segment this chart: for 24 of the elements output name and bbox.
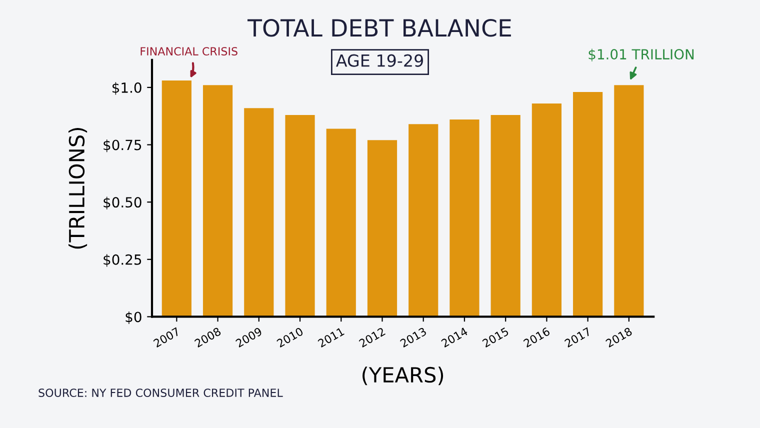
source-note: SOURCE: NY FED CONSUMER CREDIT PANEL [38,388,283,397]
x-axis-title: (YEARS) [362,366,444,386]
bar [490,114,520,317]
annotation: $1.01 TRILLION [588,48,694,62]
bar [326,128,356,317]
bar [244,108,274,317]
y-tick-label: $0.25 [104,254,142,267]
bar [367,140,398,317]
chart-title: TOTAL DEBT BALANCE [247,18,511,37]
bar [450,120,480,317]
y-tick-label: $1.0 [112,82,142,95]
chart-subtitle: AGE 19-29 [336,54,423,67]
y-tick-label: $0 [126,311,142,324]
annotation: FINANCIAL CRISIS [140,47,238,56]
y-axis-title: (TRILLIONS) [68,128,88,249]
bar [408,124,438,317]
bar [202,85,233,317]
bar [573,92,603,317]
bar [614,85,644,317]
bar [285,114,315,317]
bar [532,103,562,317]
y-tick-label: $0.75 [104,139,142,152]
y-tick-label: $0.50 [104,196,142,210]
bar [162,80,192,317]
